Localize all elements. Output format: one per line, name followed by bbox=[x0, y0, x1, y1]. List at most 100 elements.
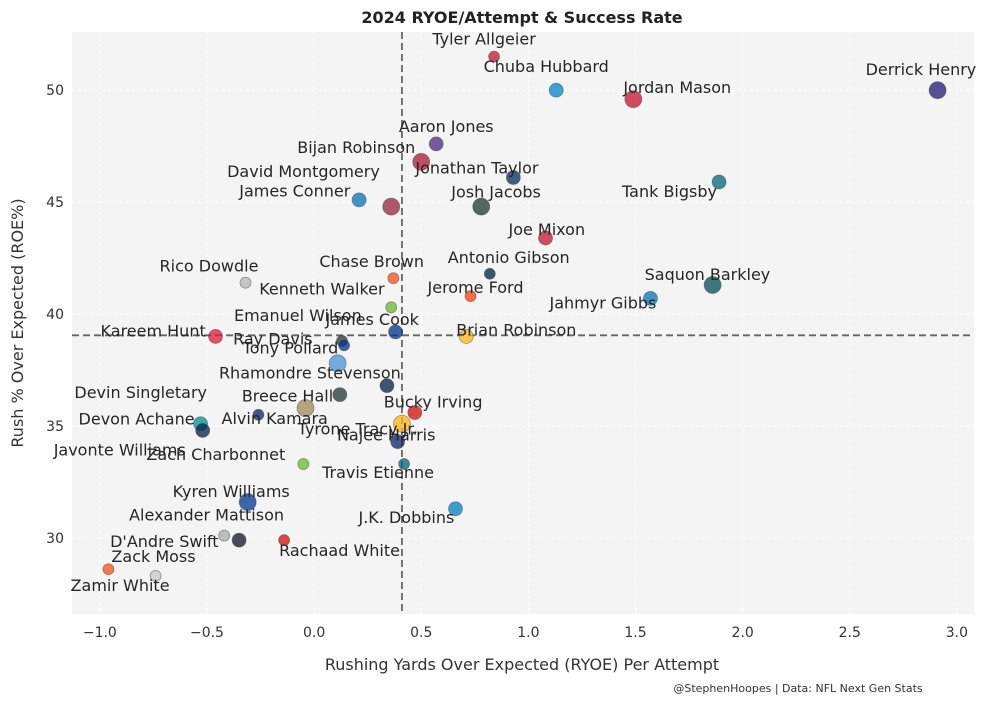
data-point bbox=[296, 399, 315, 417]
data-label: Kareem Hunt bbox=[101, 321, 206, 340]
data-point bbox=[351, 192, 367, 208]
data-point bbox=[252, 408, 265, 421]
data-label: Brian Robinson bbox=[456, 320, 576, 339]
data-point bbox=[548, 82, 564, 98]
data-point bbox=[398, 458, 410, 470]
tick-labels: −1.0 −0.5 0.0 0.5 1.0 1.5 2.0 2.5 3.0 30 35 40 45 50 bbox=[46, 83, 968, 641]
data-point bbox=[393, 414, 411, 433]
data-point bbox=[464, 290, 477, 303]
data-point bbox=[538, 230, 553, 246]
data-point bbox=[338, 339, 350, 352]
credit-text: @StephenHoopes | Data: NFL Next Gen Stat… bbox=[673, 682, 923, 695]
data-point bbox=[448, 501, 463, 517]
data-label: Tony Pollard bbox=[242, 338, 339, 357]
data-label: Ray Davis bbox=[233, 329, 313, 348]
x-tick-label: 2.5 bbox=[839, 625, 861, 641]
data-label: Josh Jacobs bbox=[450, 183, 541, 202]
data-label: Saquon Barkley bbox=[645, 265, 771, 284]
x-tick-label: 0.0 bbox=[303, 625, 325, 641]
data-point bbox=[385, 301, 398, 314]
data-points bbox=[102, 50, 947, 582]
data-label: Jerome Ford bbox=[427, 278, 524, 297]
data-label: Jordan Mason bbox=[622, 78, 731, 97]
data-label: Travis Etienne bbox=[321, 463, 434, 482]
x-tick-label: 0.5 bbox=[410, 625, 432, 641]
data-point bbox=[218, 529, 231, 542]
data-point bbox=[505, 170, 521, 185]
data-point bbox=[458, 329, 474, 344]
data-label: Zamir White bbox=[71, 576, 170, 595]
y-tick-label: 40 bbox=[46, 307, 64, 323]
data-label: J.K. Dobbins bbox=[358, 508, 455, 527]
data-label: Tyler Allgeier bbox=[431, 30, 536, 49]
data-label: Rhamondre Stevenson bbox=[219, 364, 401, 383]
data-labels: Tyler Allgeier Chuba Hubbard Jordan Mason D… bbox=[53, 30, 977, 595]
data-label: Bucky Irving bbox=[384, 393, 483, 412]
data-label: Jahmyr Gibbs bbox=[548, 293, 656, 312]
data-point bbox=[387, 272, 400, 285]
data-label: Chase Brown bbox=[319, 252, 424, 271]
data-point bbox=[149, 570, 162, 582]
data-point bbox=[278, 534, 291, 547]
data-point bbox=[297, 458, 310, 470]
data-label: James Cook bbox=[325, 310, 420, 329]
data-label: Rico Dowdle bbox=[160, 257, 259, 276]
data-label: Javonte Williams bbox=[53, 440, 186, 459]
y-tick-label: 50 bbox=[46, 83, 64, 99]
data-label: Breece Hall bbox=[242, 387, 333, 406]
grid-lines bbox=[72, 32, 974, 614]
data-label: Bijan Robinson bbox=[297, 138, 415, 157]
data-label: Alexander Mattison bbox=[129, 506, 284, 525]
data-point bbox=[488, 50, 500, 63]
data-point bbox=[483, 267, 496, 280]
data-label: Joe Mixon bbox=[507, 220, 585, 239]
data-point bbox=[412, 152, 431, 171]
x-axis-title: Rushing Yards Over Expected (RYOE) Per A… bbox=[325, 655, 719, 674]
data-label: Devon Achane bbox=[79, 410, 195, 429]
data-point bbox=[390, 434, 406, 450]
y-axis-title: Rush % Over Expected (ROE%) bbox=[8, 198, 27, 447]
data-point bbox=[928, 81, 947, 100]
data-point bbox=[379, 378, 395, 394]
data-point bbox=[428, 136, 444, 152]
data-point bbox=[711, 174, 727, 190]
data-label: Jonathan Taylor bbox=[414, 159, 539, 178]
data-point bbox=[231, 532, 247, 548]
x-tick-label: 1.0 bbox=[517, 625, 539, 641]
chart-title: 2024 RYOE/Attempt & Success Rate bbox=[361, 8, 682, 27]
data-label: Tyrone Tracy Jr. bbox=[297, 420, 418, 439]
x-tick-label: 2.0 bbox=[731, 625, 753, 641]
data-point bbox=[195, 423, 211, 438]
y-tick-label: 30 bbox=[46, 531, 64, 547]
data-label: D'Andre Swift bbox=[110, 532, 218, 551]
data-label: Zach Charbonnet bbox=[146, 445, 285, 464]
data-label: Kyren Williams bbox=[173, 482, 290, 501]
x-tick-label: 3.0 bbox=[946, 625, 968, 641]
data-label: Chuba Hubbard bbox=[484, 57, 609, 76]
data-label: Aaron Jones bbox=[399, 117, 494, 136]
data-point bbox=[102, 563, 115, 576]
data-label: Zack Moss bbox=[111, 547, 195, 566]
data-point bbox=[472, 197, 491, 216]
data-label: Emanuel Wilson bbox=[234, 306, 362, 325]
data-point bbox=[328, 354, 347, 373]
data-label: Tank Bigsby bbox=[621, 182, 717, 201]
data-label: Devin Singletary bbox=[74, 383, 207, 402]
data-label: Alvin Kamara bbox=[222, 409, 328, 428]
data-point bbox=[332, 387, 348, 403]
data-label: James Conner bbox=[238, 182, 350, 201]
data-point bbox=[208, 329, 223, 344]
data-point bbox=[239, 276, 252, 289]
data-point bbox=[238, 493, 257, 511]
data-point bbox=[703, 276, 722, 294]
data-label: Antonio Gibson bbox=[448, 248, 570, 267]
x-tick-label: 1.5 bbox=[624, 625, 646, 641]
y-tick-label: 45 bbox=[46, 195, 64, 211]
x-tick-label: −0.5 bbox=[190, 625, 224, 641]
data-point bbox=[388, 324, 403, 340]
reference-lines bbox=[72, 32, 974, 614]
data-point bbox=[382, 197, 401, 216]
data-label: Rachaad White bbox=[279, 541, 400, 560]
plot-area bbox=[72, 32, 974, 614]
